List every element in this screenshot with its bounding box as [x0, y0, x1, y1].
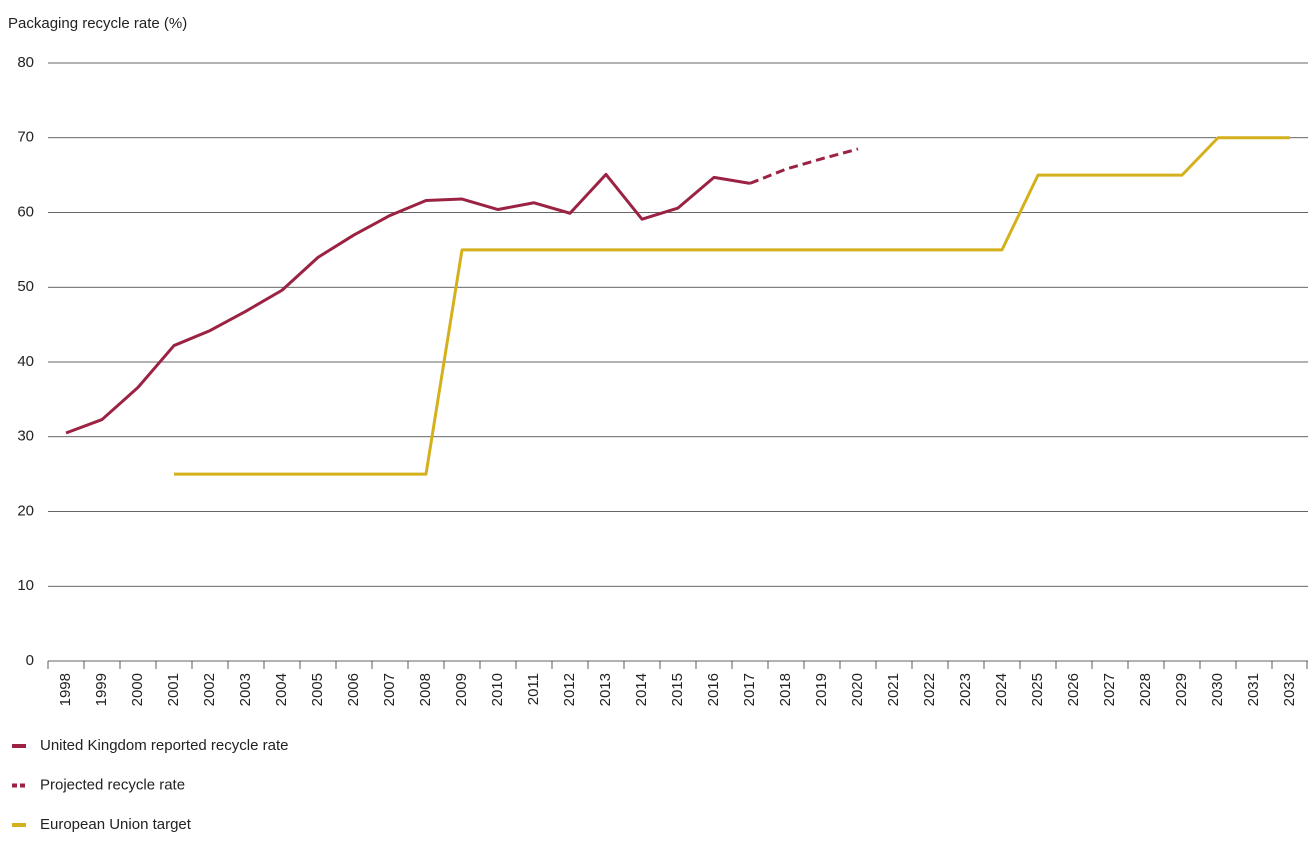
y-tick-label: 50 — [17, 278, 34, 295]
x-tick-label: 1998 — [57, 673, 74, 706]
x-tick-label: 2030 — [1209, 673, 1226, 706]
x-tick-label: 2019 — [813, 673, 830, 706]
legend-label: European Union target — [40, 816, 192, 833]
legend-label: United Kingdom reported recycle rate — [40, 737, 288, 754]
x-tick-label: 2003 — [237, 673, 254, 706]
y-tick-label: 0 — [26, 652, 34, 669]
x-tick-label: 2023 — [957, 673, 974, 706]
x-tick-label: 2013 — [597, 673, 614, 706]
y-tick-label: 70 — [17, 129, 34, 146]
series-line — [65, 172, 751, 435]
x-tick-label: 2008 — [417, 673, 434, 706]
legend-label: Projected recycle rate — [40, 776, 185, 793]
x-tick-label: 2025 — [1029, 673, 1046, 706]
x-tick-label: 2001 — [165, 673, 182, 706]
x-tick-label: 2012 — [561, 673, 578, 706]
x-tick-label: 2009 — [453, 673, 470, 706]
x-tick-label: 2006 — [345, 673, 362, 706]
x-tick-label: 2011 — [525, 673, 542, 705]
series-line — [749, 147, 859, 185]
x-tick-label: 2000 — [129, 673, 146, 706]
y-axis-label: Packaging recycle rate (%) — [8, 15, 187, 32]
y-tick-label: 20 — [17, 502, 34, 519]
x-tick-label: 2010 — [489, 673, 506, 706]
x-tick-label: 2016 — [705, 673, 722, 706]
x-tick-label: 2004 — [273, 673, 290, 706]
x-tick-label: 2024 — [993, 673, 1010, 706]
x-tick-label: 2017 — [741, 673, 758, 706]
x-tick-label: 2002 — [201, 673, 218, 706]
x-tick-label: 2026 — [1065, 673, 1082, 706]
y-tick-label: 30 — [17, 428, 34, 445]
x-tick-label: 1999 — [93, 673, 110, 706]
x-tick-label: 2007 — [381, 673, 398, 706]
x-tick-label: 2027 — [1101, 673, 1118, 706]
series-line — [174, 136, 1290, 476]
x-tick-label: 2031 — [1245, 673, 1262, 706]
y-tick-label: 40 — [17, 353, 34, 370]
x-tick-label: 2032 — [1281, 673, 1298, 706]
y-tick-label: 60 — [17, 203, 34, 220]
x-tick-label: 2014 — [633, 673, 650, 706]
x-tick-label: 2021 — [885, 673, 902, 706]
x-tick-label: 2022 — [921, 673, 938, 706]
x-tick-label: 2015 — [669, 673, 686, 706]
x-tick-label: 2028 — [1137, 673, 1154, 706]
x-tick-label: 2018 — [777, 673, 794, 706]
x-tick-label: 2005 — [309, 673, 326, 706]
x-tick-label: 2020 — [849, 673, 866, 706]
x-tick-label: 2029 — [1173, 673, 1190, 706]
y-tick-label: 10 — [17, 577, 34, 594]
y-tick-label: 80 — [17, 54, 34, 71]
